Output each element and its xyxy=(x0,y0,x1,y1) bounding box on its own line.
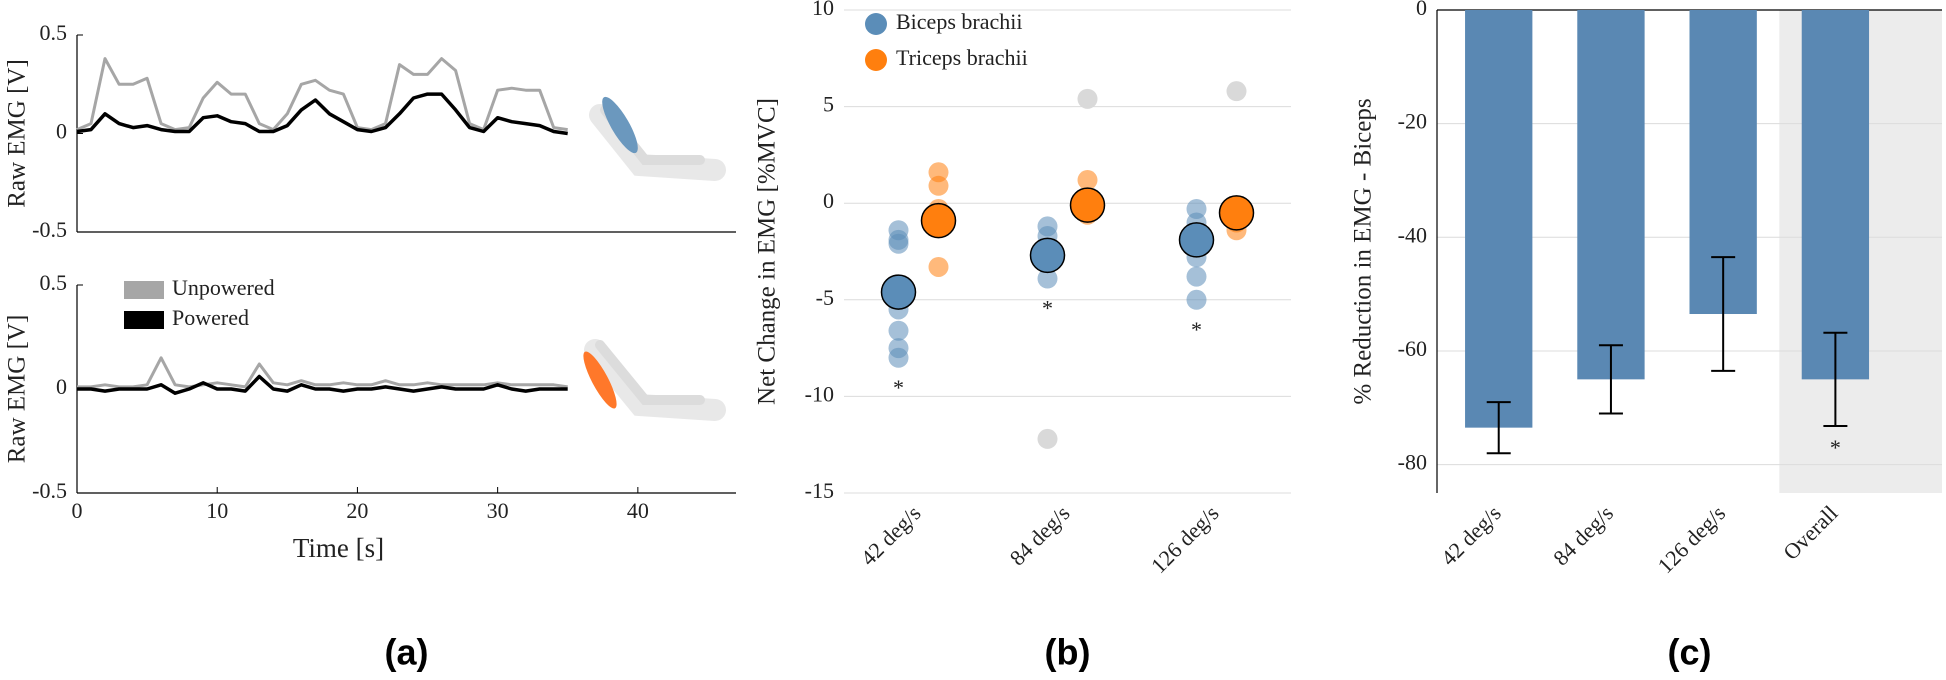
legend-label: Powered xyxy=(172,305,249,330)
bar xyxy=(1577,10,1645,380)
x-tick-label: 20 xyxy=(346,498,368,523)
y-tick-label: -0.5 xyxy=(32,478,67,503)
significance-marker: * xyxy=(1830,435,1841,460)
data-point xyxy=(928,175,949,196)
x-tick-label: 0 xyxy=(72,498,83,523)
data-point xyxy=(1186,289,1207,310)
mean-point xyxy=(920,202,957,239)
x-tick-label: 126 deg/s xyxy=(1653,500,1731,578)
legend-marker xyxy=(865,13,887,35)
y-tick-label: 5 xyxy=(823,92,834,117)
y-tick-label: 10 xyxy=(812,0,834,20)
y-tick-label: -0.5 xyxy=(32,217,67,242)
y-tick-label: 0 xyxy=(56,119,67,144)
mean-point xyxy=(880,274,917,310)
x-tick-label: 42 deg/s xyxy=(856,500,926,570)
legend-label: Unpowered xyxy=(172,275,275,300)
y-axis-label: Net Change in EMG [%MVC] xyxy=(754,98,781,405)
legend-swatch xyxy=(124,281,164,299)
y-tick-label: -15 xyxy=(805,478,834,503)
y-tick-label: 0.5 xyxy=(40,20,68,45)
x-tick-label: 30 xyxy=(487,498,509,523)
data-point xyxy=(888,233,909,254)
error-bar xyxy=(1823,331,1848,427)
significance-marker: * xyxy=(1042,296,1053,321)
x-tick-label: 84 deg/s xyxy=(1005,500,1075,570)
y-tick-label: 0.5 xyxy=(40,270,68,295)
y-tick-label: -60 xyxy=(1398,336,1427,361)
series-line xyxy=(76,57,568,132)
x-axis-label: Time [s] xyxy=(293,533,384,563)
y-tick-label: 0 xyxy=(823,188,834,213)
data-point xyxy=(888,347,909,368)
x-tick-label: 10 xyxy=(206,498,228,523)
y-tick-label: 0 xyxy=(1416,0,1427,20)
x-tick-label: Overall xyxy=(1778,500,1842,564)
legend-marker xyxy=(865,49,887,71)
x-tick-label: 40 xyxy=(627,498,649,523)
y-axis-label: % Reduction in EMG - Biceps xyxy=(1350,98,1377,404)
y-tick-label: 0 xyxy=(56,374,67,399)
mean-point xyxy=(1178,222,1215,258)
mean-point xyxy=(1069,187,1106,223)
y-tick-label: -80 xyxy=(1398,450,1427,475)
data-point xyxy=(1037,268,1058,289)
panel-label: (c) xyxy=(1668,632,1712,673)
data-point xyxy=(1077,170,1098,191)
series-line xyxy=(76,92,568,136)
mean-point xyxy=(1029,237,1066,274)
legend-label: Biceps brachii xyxy=(896,9,1022,34)
y-tick-label: -20 xyxy=(1398,109,1427,134)
x-tick-label: 126 deg/s xyxy=(1146,500,1224,578)
y-axis-label: Raw EMG [V] xyxy=(4,315,31,464)
x-tick-label: 42 deg/s xyxy=(1436,500,1506,570)
legend-swatch xyxy=(124,311,164,329)
mean-point xyxy=(1218,195,1255,231)
outlier-point xyxy=(1226,81,1247,102)
significance-marker: * xyxy=(1191,317,1202,342)
bar xyxy=(1801,10,1870,380)
data-point xyxy=(888,320,909,341)
outlier-point xyxy=(1037,428,1058,449)
y-tick-label: -40 xyxy=(1398,222,1427,247)
y-tick-label: -10 xyxy=(805,381,834,406)
y-tick-label: -5 xyxy=(816,285,834,310)
bar xyxy=(1465,10,1533,428)
error-bar xyxy=(1598,344,1623,415)
legend-label: Triceps brachii xyxy=(896,45,1028,70)
panel-label: (a) xyxy=(385,632,429,673)
significance-marker: * xyxy=(893,375,904,400)
arm-icon-top xyxy=(589,96,726,181)
error-bar xyxy=(1486,401,1511,455)
outlier-point xyxy=(1077,88,1098,109)
data-point xyxy=(928,256,949,277)
panel-label: (b) xyxy=(1045,632,1091,673)
series-line xyxy=(77,356,568,389)
x-tick-label: 84 deg/s xyxy=(1548,500,1618,570)
data-point xyxy=(1186,266,1207,287)
series-line xyxy=(77,374,568,395)
y-axis-label: Raw EMG [V] xyxy=(4,59,31,208)
error-bar xyxy=(1711,256,1736,372)
arm-icon-bottom xyxy=(583,339,726,421)
